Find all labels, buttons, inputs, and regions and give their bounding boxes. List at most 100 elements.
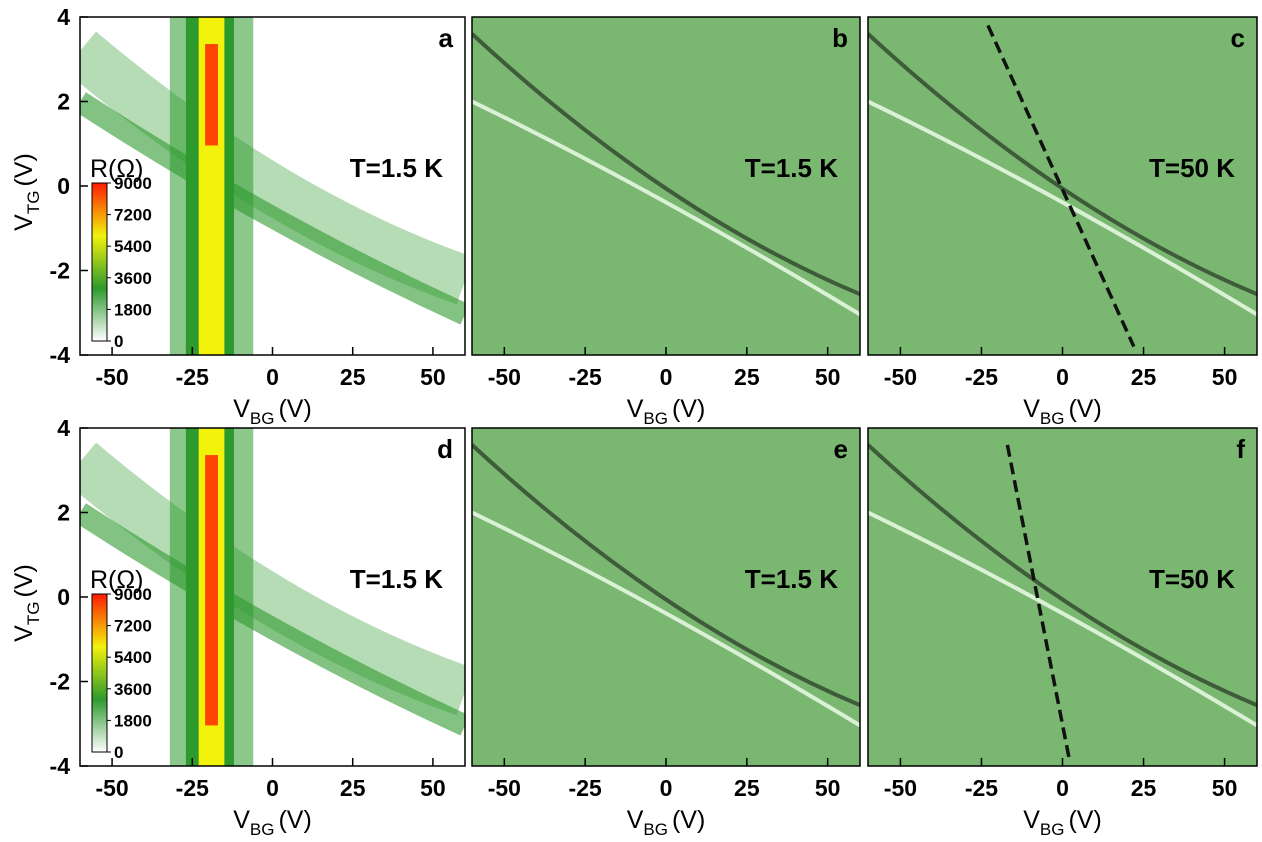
annotation: T=50 K [1149,153,1235,183]
y-tick-label: 0 [57,584,70,610]
axis-label-part: V [627,395,644,423]
axis-label-part: V [233,806,250,834]
colorbar-tick-label: 7200 [114,206,152,225]
axis-label-part: (V) [1068,395,1101,423]
axis-label-part: TG [24,602,43,626]
x-tick-label: 50 [1212,364,1238,390]
heatmap [868,428,1257,766]
x-tick-label: 50 [1212,775,1238,801]
axis-label: VBG(V) [627,806,706,839]
axis-label-part: V [1023,806,1040,834]
colorbar-tick-label: 0 [114,332,123,351]
figure: -50-2502550420-2-4aT=1.5 KVBG(V)VTG(V)R(… [0,0,1262,842]
x-tick-label: -50 [884,364,917,390]
x-tick-label: -25 [176,364,209,390]
axis-label-part: BG [643,409,668,428]
heatmap [472,17,860,355]
annotation: T=1.5 K [350,153,443,183]
axis-label-part: BG [250,409,275,428]
x-tick-label: -25 [965,775,998,801]
x-tick-label: -50 [95,775,128,801]
axis-label: VTG (V) [10,564,43,642]
axis-label-part: BG [643,820,668,839]
x-tick-label: 25 [734,364,760,390]
panel-letter: b [832,23,848,53]
colorbar-tick-label: 3600 [114,269,152,288]
y-tick-label: 2 [57,89,70,115]
x-tick-label: -25 [569,364,602,390]
x-tick-label: 50 [815,775,841,801]
colorbar-tick-label: 3600 [114,680,152,699]
axis-label-part: BG [1040,409,1065,428]
axis-label: VBG(V) [233,806,312,839]
axis-label-part: TG [24,191,43,215]
y-tick-label: -2 [50,669,70,695]
panel-letter: c [1231,23,1245,53]
x-tick-label: 0 [266,364,279,390]
x-tick-label: -25 [176,775,209,801]
heatmap-band [205,44,218,145]
y-tick-label: -4 [50,342,71,368]
x-tick-label: 0 [660,775,673,801]
x-tick-label: 0 [266,775,279,801]
y-tick-label: 4 [57,4,70,30]
y-tick-label: 4 [57,415,70,441]
heatmap [868,17,1257,355]
colorbar-tick-label: 5400 [114,648,152,667]
x-tick-label: -25 [569,775,602,801]
x-tick-label: -50 [488,364,521,390]
x-tick-label: -25 [965,364,998,390]
panel-letter: e [834,434,848,464]
x-tick-label: -50 [95,364,128,390]
axis-label-part: V [10,625,38,642]
heatmap-band [205,455,218,725]
heatmap-background [868,428,1257,766]
axis-label-part: V [10,214,38,231]
heatmap-background [472,17,860,355]
x-tick-label: 50 [420,364,446,390]
axis-label-part: (V) [1068,806,1101,834]
x-tick-label: -50 [488,775,521,801]
colorbar-tick-label: 9000 [114,585,152,604]
y-tick-label: -2 [50,258,70,284]
axis-label: VBG(V) [627,395,706,428]
axis-label-part: (V) [10,564,38,597]
colorbar-tick-label: 1800 [114,300,152,319]
colorbar-tick-label: 0 [114,743,123,762]
x-tick-label: -50 [884,775,917,801]
colorbar-tick-label: 1800 [114,711,152,730]
x-tick-label: 50 [815,364,841,390]
colorbar-tick-label: 9000 [114,174,152,193]
axis-label-part: V [1023,395,1040,423]
axis-label: VTG (V) [10,153,43,231]
colorbar [92,183,107,341]
axis-label: VBG(V) [1023,395,1102,428]
axis-label-part: (V) [672,806,705,834]
x-tick-label: 25 [734,775,760,801]
y-tick-label: 0 [57,173,70,199]
colorbar [92,594,107,752]
colorbar-tick-label: 5400 [114,237,152,256]
heatmap-background [868,17,1257,355]
x-tick-label: 0 [1056,364,1069,390]
heatmap [472,428,860,766]
axis-label: VBG(V) [1023,806,1102,839]
x-tick-label: 0 [660,364,673,390]
y-tick-label: 2 [57,500,70,526]
colorbar-tick-label: 7200 [114,617,152,636]
axis-label-part: (V) [278,395,311,423]
annotation: T=1.5 K [350,564,443,594]
axis-label-part: (V) [10,153,38,186]
y-tick-label: -4 [50,753,71,779]
axis-label-part: (V) [672,395,705,423]
x-tick-label: 25 [340,775,366,801]
axis-label-part: V [233,395,250,423]
axis-label-part: BG [250,820,275,839]
annotation: T=1.5 K [745,564,838,594]
panel-letter: a [439,23,454,53]
x-tick-label: 0 [1056,775,1069,801]
axis-label-part: V [627,806,644,834]
axis-label-part: BG [1040,820,1065,839]
axis-label-part: (V) [278,806,311,834]
x-tick-label: 25 [1131,364,1157,390]
